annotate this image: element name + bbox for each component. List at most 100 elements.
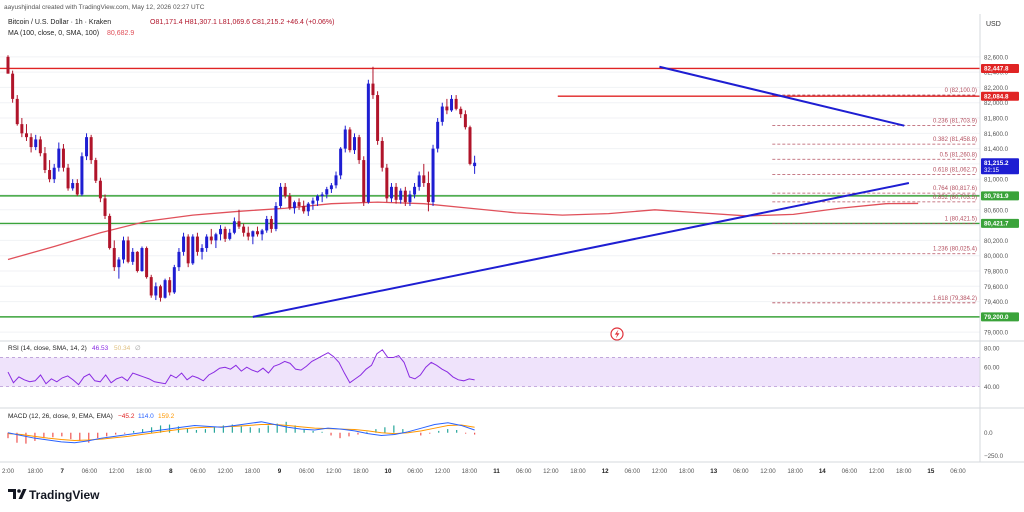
- time-tick-label: 18:00: [353, 468, 369, 475]
- candle-body: [71, 183, 75, 189]
- candle-body: [343, 129, 347, 149]
- candle-body: [200, 248, 204, 252]
- candle: [450, 95, 454, 112]
- candle-body: [237, 221, 241, 227]
- candle: [473, 155, 477, 174]
- candle-body: [57, 148, 61, 168]
- candle-body: [122, 240, 125, 260]
- candle: [306, 202, 310, 216]
- candle-body: [408, 194, 412, 203]
- candle-body: [145, 248, 149, 278]
- candle: [422, 163, 426, 187]
- candle-body: [85, 137, 89, 157]
- candle: [348, 127, 352, 153]
- price-tag: 82,447.8: [981, 63, 1019, 73]
- candle: [103, 194, 107, 219]
- candle-body: [186, 236, 190, 264]
- ma100-line: [7, 201, 919, 261]
- candle-body: [463, 114, 467, 128]
- rsi-tick-label: 80.00: [984, 345, 1000, 352]
- candle: [274, 202, 278, 232]
- time-tick-label: 06:00: [190, 468, 206, 475]
- candle-body: [75, 183, 79, 195]
- fib-label: 0.5 (81,260.8): [940, 152, 977, 158]
- candle: [320, 192, 324, 203]
- candle: [154, 282, 158, 301]
- candle: [149, 274, 153, 298]
- candle: [52, 163, 56, 184]
- candle-body: [140, 248, 144, 271]
- tradingview-logo[interactable]: TradingView: [8, 488, 100, 502]
- candle: [436, 118, 440, 153]
- candle-body: [348, 129, 352, 151]
- candle: [43, 147, 47, 174]
- candle-body: [468, 127, 472, 164]
- price-tick-label: 82,600.0: [984, 54, 1009, 61]
- time-tick-label: 12: [602, 468, 609, 475]
- macd-title[interactable]: MACD (12, 26, close, 9, EMA, EMA): [8, 413, 113, 420]
- candle-body: [108, 215, 112, 249]
- candle: [353, 133, 356, 154]
- time-tick-label: 11: [493, 468, 500, 475]
- fib-label: 0.764 (80,817.6): [933, 186, 977, 192]
- rsi-band: [0, 357, 980, 387]
- candle-body: [168, 280, 172, 293]
- candle-body: [80, 156, 84, 195]
- candle-body: [11, 73, 15, 99]
- candle-body: [38, 139, 42, 154]
- candle-body: [98, 180, 102, 199]
- price-tag-box: [981, 312, 1019, 322]
- candle-body: [357, 137, 361, 161]
- candle-body: [413, 186, 417, 195]
- candle-body: [228, 232, 232, 239]
- candle-body: [205, 236, 209, 249]
- candle: [168, 277, 172, 296]
- candle: [459, 106, 463, 119]
- candle: [329, 183, 333, 193]
- candle: [463, 110, 467, 130]
- candle: [265, 215, 269, 233]
- time-tick-label: 06:00: [82, 468, 98, 475]
- time-tick-label: 18:00: [136, 468, 152, 475]
- candle-body: [34, 139, 38, 148]
- symbol-title[interactable]: Bitcoin / U.S. Dollar · 1h · Kraken: [8, 19, 111, 26]
- candle: [34, 134, 38, 151]
- candle-body: [242, 226, 246, 233]
- candle-body: [20, 124, 24, 134]
- candle-body: [269, 218, 273, 229]
- candle: [339, 147, 343, 180]
- candle: [385, 163, 389, 203]
- candle: [357, 134, 361, 164]
- price-tag-label: 82,084.8: [984, 93, 1009, 100]
- candle: [246, 226, 250, 241]
- rsi-title[interactable]: RSI (14, close, SMA, 14, 2): [8, 345, 87, 352]
- ma-label[interactable]: MA (100, close, 0, SMA, 100): [8, 30, 99, 37]
- price-tag-label: 81,215.2: [984, 160, 1009, 167]
- candle: [195, 232, 199, 256]
- candle-body: [353, 137, 356, 151]
- candle-body: [260, 230, 264, 235]
- candle: [445, 98, 449, 115]
- candle-body: [163, 280, 167, 298]
- rsi-line: [7, 349, 475, 386]
- time-tick-label: 06:00: [625, 468, 641, 475]
- time-tick-label: 06:00: [842, 468, 858, 475]
- candle: [145, 246, 149, 279]
- candle: [209, 228, 213, 245]
- candle: [108, 213, 112, 250]
- candle-body: [61, 148, 65, 168]
- rsi-value: 46.53: [92, 345, 109, 352]
- fib-label: 1.236 (80,025.4): [933, 247, 977, 253]
- candle-body: [265, 218, 269, 231]
- fib-label: 0 (82,100.0): [945, 88, 977, 94]
- candle-body: [219, 228, 223, 235]
- candle-body: [209, 236, 213, 241]
- candle: [57, 142, 61, 172]
- time-tick-label: 12:00: [326, 468, 342, 475]
- lightning-icon[interactable]: [610, 327, 624, 341]
- candle-body: [362, 160, 366, 203]
- price-tick-label: 81,600.0: [984, 131, 1009, 138]
- price-tag: 80,781.9: [981, 191, 1019, 201]
- price-tick-label: 81,000.0: [984, 177, 1009, 184]
- price-tag-label: 80,781.9: [984, 193, 1009, 200]
